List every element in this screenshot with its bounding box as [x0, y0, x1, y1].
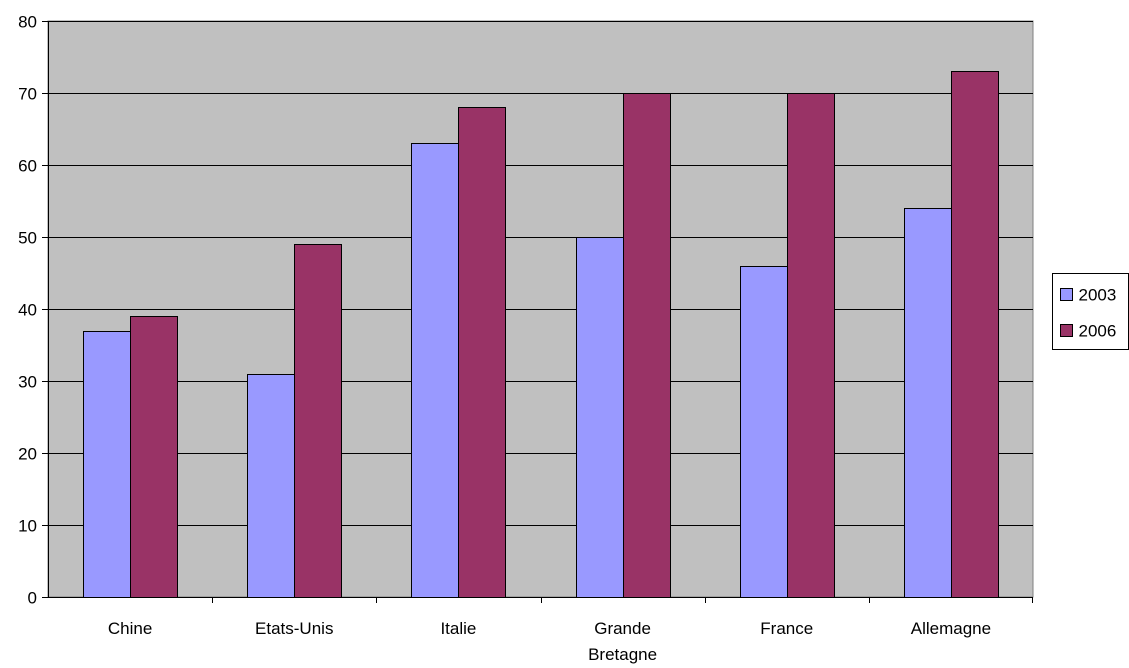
bar-2006-2: [458, 107, 506, 598]
y-tick-label: 50: [18, 229, 37, 248]
bar-2006-1: [294, 244, 342, 598]
bar-2006-4: [787, 93, 835, 598]
bar-2003-0: [83, 331, 131, 598]
x-tick-label: Bretagne: [588, 645, 657, 664]
gridlines: [48, 21, 1033, 526]
x-tick-label: Grande: [594, 619, 651, 638]
bar-2003-1: [247, 374, 295, 598]
bar-2003-2: [411, 143, 459, 598]
legend-label-2003: 2003: [1079, 286, 1117, 305]
y-axis-ticks: 0 10 20 30 40 50 60 70 80: [18, 13, 48, 608]
bar-2006-0: [130, 316, 178, 598]
x-tick-label: Etats-Unis: [255, 619, 333, 638]
bars: [83, 71, 999, 598]
x-tick-label: Chine: [108, 619, 152, 638]
legend-swatch-2003: [1060, 288, 1073, 301]
bar-2003-5: [904, 208, 952, 598]
bar-2003-3: [576, 237, 624, 598]
y-tick-label: 20: [18, 445, 37, 464]
bar-2006-3: [623, 93, 671, 598]
legend-label-2006: 2006: [1079, 322, 1117, 341]
legend-swatch-2006: [1060, 324, 1073, 337]
x-axis-ticks: Chine Etats-Unis Italie Grande Bretagne Franc…: [108, 597, 1033, 664]
y-tick-label: 40: [18, 301, 37, 320]
bar-2003-4: [740, 266, 788, 598]
y-tick-label: 30: [18, 373, 37, 392]
y-tick-label: 70: [18, 85, 37, 104]
legend: 2003 2006: [1052, 273, 1129, 350]
x-tick-label: Allemagne: [911, 619, 991, 638]
x-tick-label: France: [760, 619, 813, 638]
y-tick-label: 80: [18, 13, 37, 32]
x-tick-label: Italie: [440, 619, 476, 638]
y-tick-label: 10: [18, 517, 37, 536]
y-tick-label: 60: [18, 157, 37, 176]
bar-2006-5: [951, 71, 999, 598]
y-tick-label: 0: [28, 589, 37, 608]
